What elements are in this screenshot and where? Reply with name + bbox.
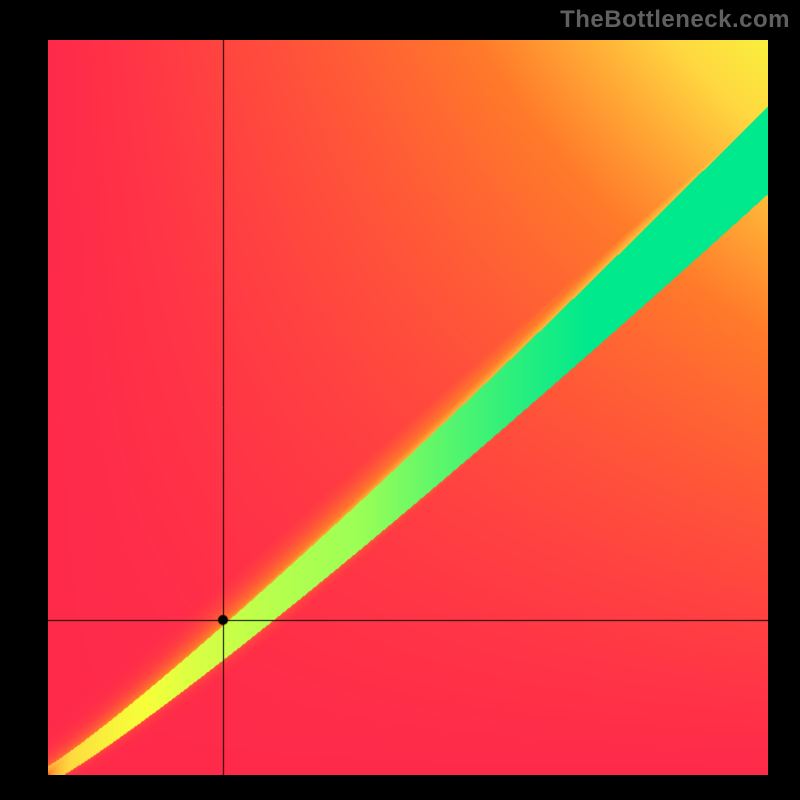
watermark-text: TheBottleneck.com [560,6,790,34]
bottleneck-heatmap [48,40,768,775]
heatmap-canvas [48,40,768,775]
